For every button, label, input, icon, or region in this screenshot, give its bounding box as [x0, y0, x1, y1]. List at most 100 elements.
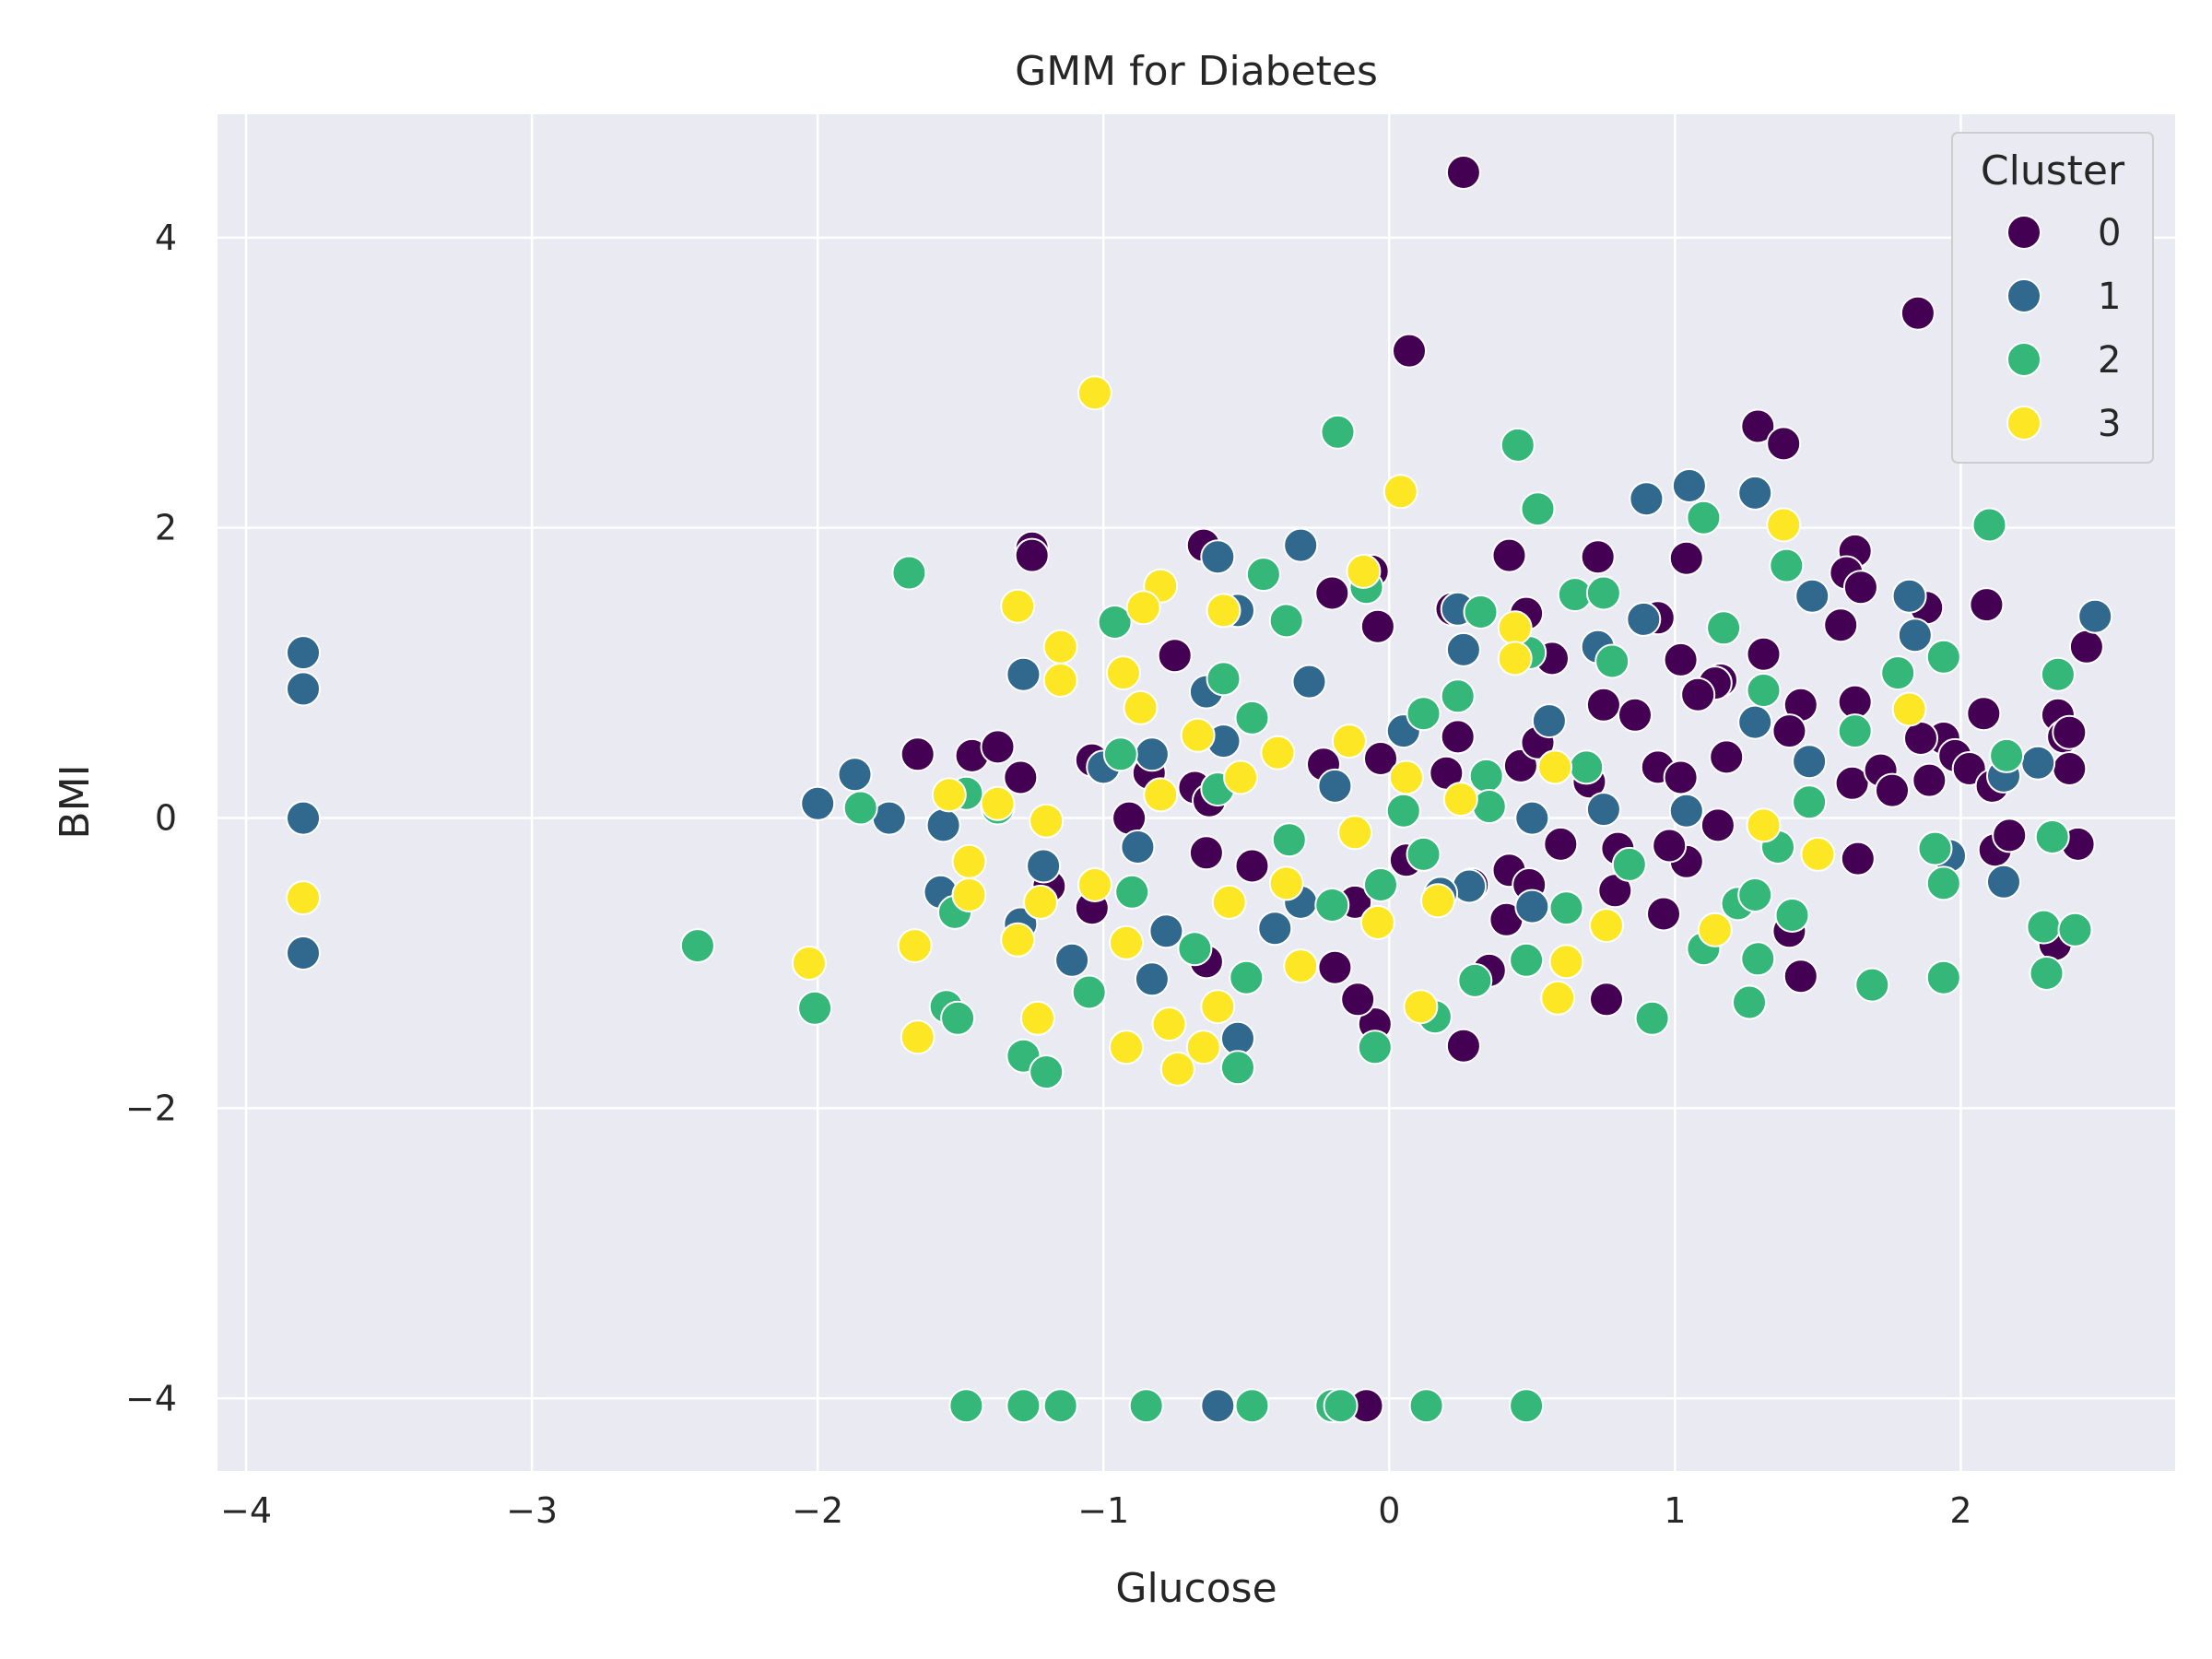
scatter-point [1771, 713, 1807, 749]
scatter-point [1668, 793, 1704, 829]
scatter-point [1792, 784, 1828, 820]
scatter-point [286, 935, 321, 971]
scatter-point [1134, 736, 1170, 772]
scatter-point [1709, 739, 1745, 775]
scatter-point [791, 946, 827, 981]
scatter-point [1740, 941, 1776, 977]
scatter-point [1840, 841, 1876, 877]
scatter-point [897, 928, 933, 964]
scatter-point [1331, 724, 1367, 759]
scatter-point [1229, 959, 1265, 995]
scatter-point [1457, 962, 1493, 998]
scatter-point [1663, 641, 1699, 677]
scatter-point [1385, 793, 1421, 829]
scatter-point [1363, 741, 1398, 776]
scatter-point [1388, 759, 1424, 795]
series-3 [286, 375, 1927, 1087]
scatter-point [286, 880, 321, 916]
scatter-point [1445, 155, 1481, 190]
legend-marker [2006, 342, 2041, 377]
scatter-point [1497, 641, 1533, 677]
y-tick-label: −2 [125, 1088, 177, 1128]
scatter-point [1077, 867, 1112, 902]
scatter-point [1006, 656, 1041, 692]
scatter-point [1663, 759, 1699, 795]
scatter-point [1206, 593, 1241, 629]
scatter-point [797, 990, 833, 1026]
legend-box [1951, 132, 2154, 464]
scatter-point [1000, 922, 1036, 958]
scatter-point [1925, 959, 1961, 995]
scatter-point [1000, 588, 1036, 624]
scatter-point [1157, 638, 1193, 674]
scatter-point [1531, 703, 1567, 739]
scatter-point [1540, 980, 1576, 1016]
scatter-point [1774, 898, 1810, 933]
scatter-point [980, 785, 1016, 821]
scatter-point [1403, 989, 1439, 1025]
scatter-point [1234, 848, 1270, 884]
scatter-point [1737, 475, 1773, 511]
scatter-point [1112, 800, 1147, 836]
scatter-point [842, 790, 878, 826]
scatter-point [1589, 908, 1624, 944]
scatter-point [1966, 696, 2002, 732]
scatter-point [1500, 427, 1535, 463]
scatter-point [1245, 557, 1281, 593]
scatter-point [1445, 1028, 1481, 1064]
scatter-point [1925, 865, 1961, 901]
scatter-point [1392, 333, 1427, 369]
scatter-point [1320, 414, 1356, 450]
scatter-point [1900, 295, 1936, 331]
y-axis-label: BMI [52, 764, 99, 839]
scatter-point [1337, 815, 1373, 851]
scatter-point [2052, 751, 2088, 786]
scatter-point [1543, 826, 1579, 862]
scatter-point [1589, 982, 1624, 1018]
scatter-point [1014, 537, 1050, 573]
scatter-point [1746, 673, 1782, 708]
legend-marker [2006, 406, 2041, 441]
scatter-point [1180, 717, 1216, 753]
scatter-point [1769, 547, 1805, 583]
scatter-point [951, 877, 987, 912]
scatter-point [1917, 830, 1953, 866]
scatter-point [1283, 527, 1319, 563]
scatter-point [1268, 865, 1304, 901]
scatter-point [1992, 818, 2028, 853]
scatter-point [2077, 598, 2113, 634]
legend-label: 3 [2098, 403, 2121, 445]
scatter-point [940, 1000, 976, 1036]
legend-marker [2006, 278, 2041, 313]
scatter-point [1323, 1388, 1359, 1424]
scatter-point [1109, 924, 1144, 960]
scatter-point [1317, 949, 1353, 985]
scatter-point [1697, 912, 1733, 947]
scatter-point [1406, 696, 1441, 732]
scatter-point [1128, 1388, 1164, 1424]
scatter-point [1346, 553, 1382, 589]
scatter-point [1314, 575, 1350, 611]
x-tick-label: −2 [792, 1490, 843, 1531]
scatter-point [1440, 719, 1476, 755]
scatter-point [1823, 607, 1859, 643]
scatter-point [1585, 792, 1621, 828]
scatter-point [1652, 828, 1688, 864]
scatter-point [925, 807, 961, 843]
scatter-point [1891, 691, 1927, 727]
legend-label: 2 [2098, 339, 2121, 382]
legend-label: 0 [2098, 212, 2121, 254]
chart-title: GMM for Diabetes [1015, 48, 1378, 95]
scatter-point [1986, 864, 2021, 900]
scatter-point [1671, 468, 1707, 503]
scatter-point [1520, 491, 1556, 527]
scatter-point [1971, 507, 2007, 543]
y-tick-labels: −4 −2 0 2 4 [125, 218, 177, 1418]
scatter-point [1842, 570, 1878, 606]
scatter-point [1023, 884, 1058, 920]
scatter-point [1706, 610, 1742, 646]
scatter-point [1445, 631, 1481, 667]
scatter-point [1491, 537, 1527, 573]
scatter-point [1509, 942, 1545, 978]
scatter-point [1740, 408, 1776, 444]
